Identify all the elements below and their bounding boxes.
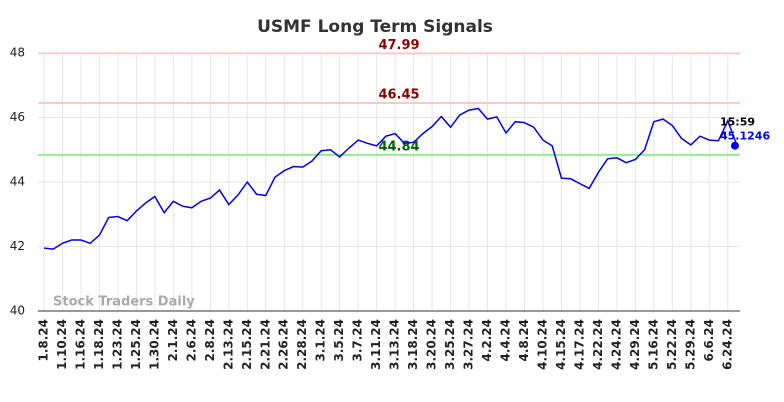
x-tick-label: 5.16.24 — [646, 319, 660, 370]
x-tick-label: 3.1.24 — [314, 319, 328, 362]
x-tick-label: 1.8.24 — [37, 319, 51, 362]
x-tick-label: 2.8.24 — [203, 319, 217, 362]
x-tick-label: 1.30.24 — [147, 319, 161, 370]
y-tick-label: 44 — [10, 175, 25, 189]
x-tick-label: 1.23.24 — [110, 319, 124, 370]
x-tick-label: 2.6.24 — [184, 319, 198, 362]
x-tick-label: 3.7.24 — [351, 319, 365, 362]
x-tick-label: 4.8.24 — [517, 319, 531, 362]
x-tick-label: 1.16.24 — [73, 319, 87, 370]
x-tick-label: 4.24.24 — [609, 319, 623, 370]
last-value: 45.1246 — [720, 130, 770, 143]
reference-label: 46.45 — [378, 87, 419, 102]
y-tick-label: 40 — [10, 304, 25, 318]
x-tick-label: 6.6.24 — [702, 319, 716, 362]
x-tick-label: 3.5.24 — [332, 319, 346, 362]
last-time: 15:59 — [720, 116, 755, 129]
x-tick-label: 1.25.24 — [129, 319, 143, 370]
x-tick-label: 6.24.24 — [720, 319, 734, 370]
x-tick-label: 4.22.24 — [591, 319, 605, 370]
x-tick-label: 3.11.24 — [369, 319, 383, 370]
x-tick-label: 2.21.24 — [258, 319, 272, 370]
x-tick-label: 2.1.24 — [166, 319, 180, 362]
x-tick-label: 4.10.24 — [535, 319, 549, 370]
x-tick-label: 2.26.24 — [277, 319, 291, 370]
chart-title: USMF Long Term Signals — [257, 17, 493, 37]
reference-label: 47.99 — [378, 38, 419, 53]
x-tick-label: 4.2.24 — [480, 319, 494, 362]
x-tick-label: 3.13.24 — [388, 319, 402, 370]
x-tick-label: 4.29.24 — [628, 319, 642, 370]
y-tick-label: 42 — [10, 239, 25, 253]
x-tick-label: 2.28.24 — [295, 319, 309, 370]
x-tick-label: 3.20.24 — [425, 319, 439, 370]
x-tick-label: 2.13.24 — [221, 319, 235, 370]
x-tick-label: 3.27.24 — [462, 319, 476, 370]
x-tick-label: 1.10.24 — [55, 319, 69, 370]
x-tick-label: 4.4.24 — [499, 319, 513, 362]
watermark: Stock Traders Daily — [53, 295, 195, 310]
last-point — [731, 141, 739, 150]
x-tick-label: 5.29.24 — [683, 319, 697, 370]
x-tick-label: 1.18.24 — [92, 319, 106, 370]
y-tick-label: 46 — [10, 110, 25, 124]
x-tick-label: 4.15.24 — [554, 319, 568, 370]
x-tick-label: 3.18.24 — [406, 319, 420, 370]
x-tick-label: 2.15.24 — [240, 319, 254, 370]
line-series — [43, 107, 738, 250]
x-tick-label: 3.25.24 — [443, 319, 457, 370]
x-tick-label: 4.17.24 — [572, 319, 586, 370]
y-tick-label: 48 — [10, 46, 25, 60]
x-tick-label: 5.22.24 — [665, 319, 679, 370]
